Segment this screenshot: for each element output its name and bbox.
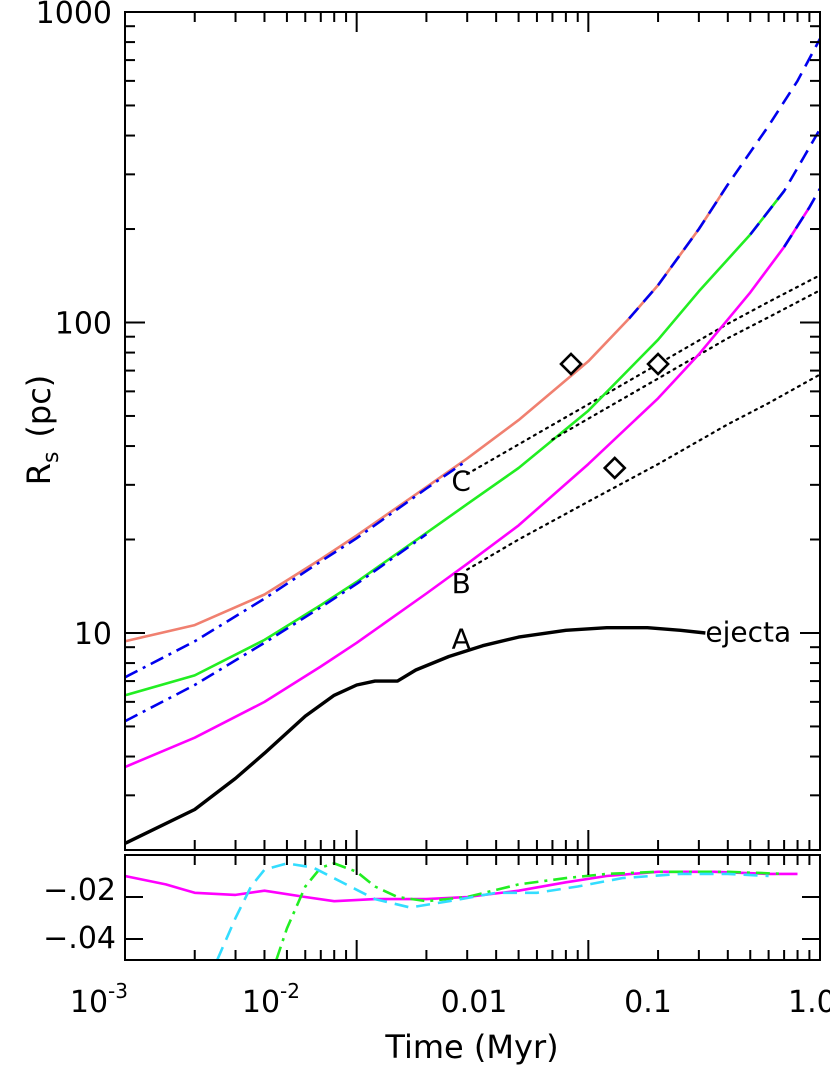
residual-panel: −.02 −.04 10-3 10-2 0.01 0.1 1.0 Time (M…	[43, 854, 830, 1066]
annotation-ejecta: ejecta	[705, 616, 791, 649]
annotation-a: A	[452, 622, 471, 655]
residual-series-group	[125, 862, 798, 960]
xtick-label-0.1: 0.1	[624, 985, 672, 1020]
xtick-label-0.01: 0.01	[441, 985, 508, 1020]
annotation-b: B	[452, 567, 471, 600]
series-B-blue-dashdot	[125, 533, 428, 723]
residual-ticks	[124, 855, 821, 960]
diamond-marker-2	[646, 352, 670, 376]
xtick-label-1e-2-exp: -2	[280, 979, 300, 1003]
series-B-blue-dashed	[749, 128, 820, 236]
series-B-green	[125, 190, 786, 697]
y-axis-title-unit: (pc)	[20, 375, 58, 438]
series-ejecta	[125, 626, 706, 845]
xtick-label-1e-2: 10-2	[242, 979, 300, 1020]
xtick-label-1e-2-base: 10	[242, 985, 280, 1020]
annotation-c: C	[451, 464, 471, 497]
xtick-label-1e-3: 10-3	[70, 979, 128, 1020]
series-C-blue-dashdot	[125, 459, 468, 679]
xtick-label-1e-3-exp: -3	[108, 979, 128, 1003]
residual-res-cyan	[216, 862, 769, 960]
series-A-blue-dashed	[783, 187, 820, 248]
ytick-label-100: 100	[55, 306, 112, 341]
series-A-magenta	[125, 206, 811, 769]
series-C-fit-dotted	[466, 274, 820, 476]
residual-frame	[124, 854, 821, 961]
diamond-marker-3	[602, 456, 627, 480]
main-frame	[124, 11, 821, 851]
series-C-blue-dashed	[628, 38, 820, 320]
diamond-marker-1	[559, 352, 583, 376]
series-A-fit-dotted	[466, 373, 820, 571]
y-axis-title-sub: s	[39, 452, 64, 463]
xtick-label-1.0: 1.0	[788, 985, 830, 1020]
residual-ytick-label-1: −.02	[43, 873, 116, 908]
x-axis-title: Time (Myr)	[384, 1028, 558, 1066]
ytick-label-1000: 1000	[36, 0, 112, 31]
y-axis-title-main: R	[20, 463, 58, 485]
marker-group	[559, 352, 670, 480]
series-C-orange	[125, 183, 729, 643]
xtick-label-1e-3-base: 10	[70, 985, 108, 1020]
ytick-label-10: 10	[74, 617, 112, 652]
main-series-group	[125, 38, 820, 845]
main-ticks	[124, 11, 821, 851]
y-axis-title: Rs (pc)	[20, 375, 64, 486]
residual-ytick-label-2: −.04	[43, 921, 116, 956]
residual-res-green	[275, 862, 785, 960]
ytick-label-group: 10 100 1000	[36, 0, 112, 652]
series-B-fit-dotted	[551, 289, 820, 441]
